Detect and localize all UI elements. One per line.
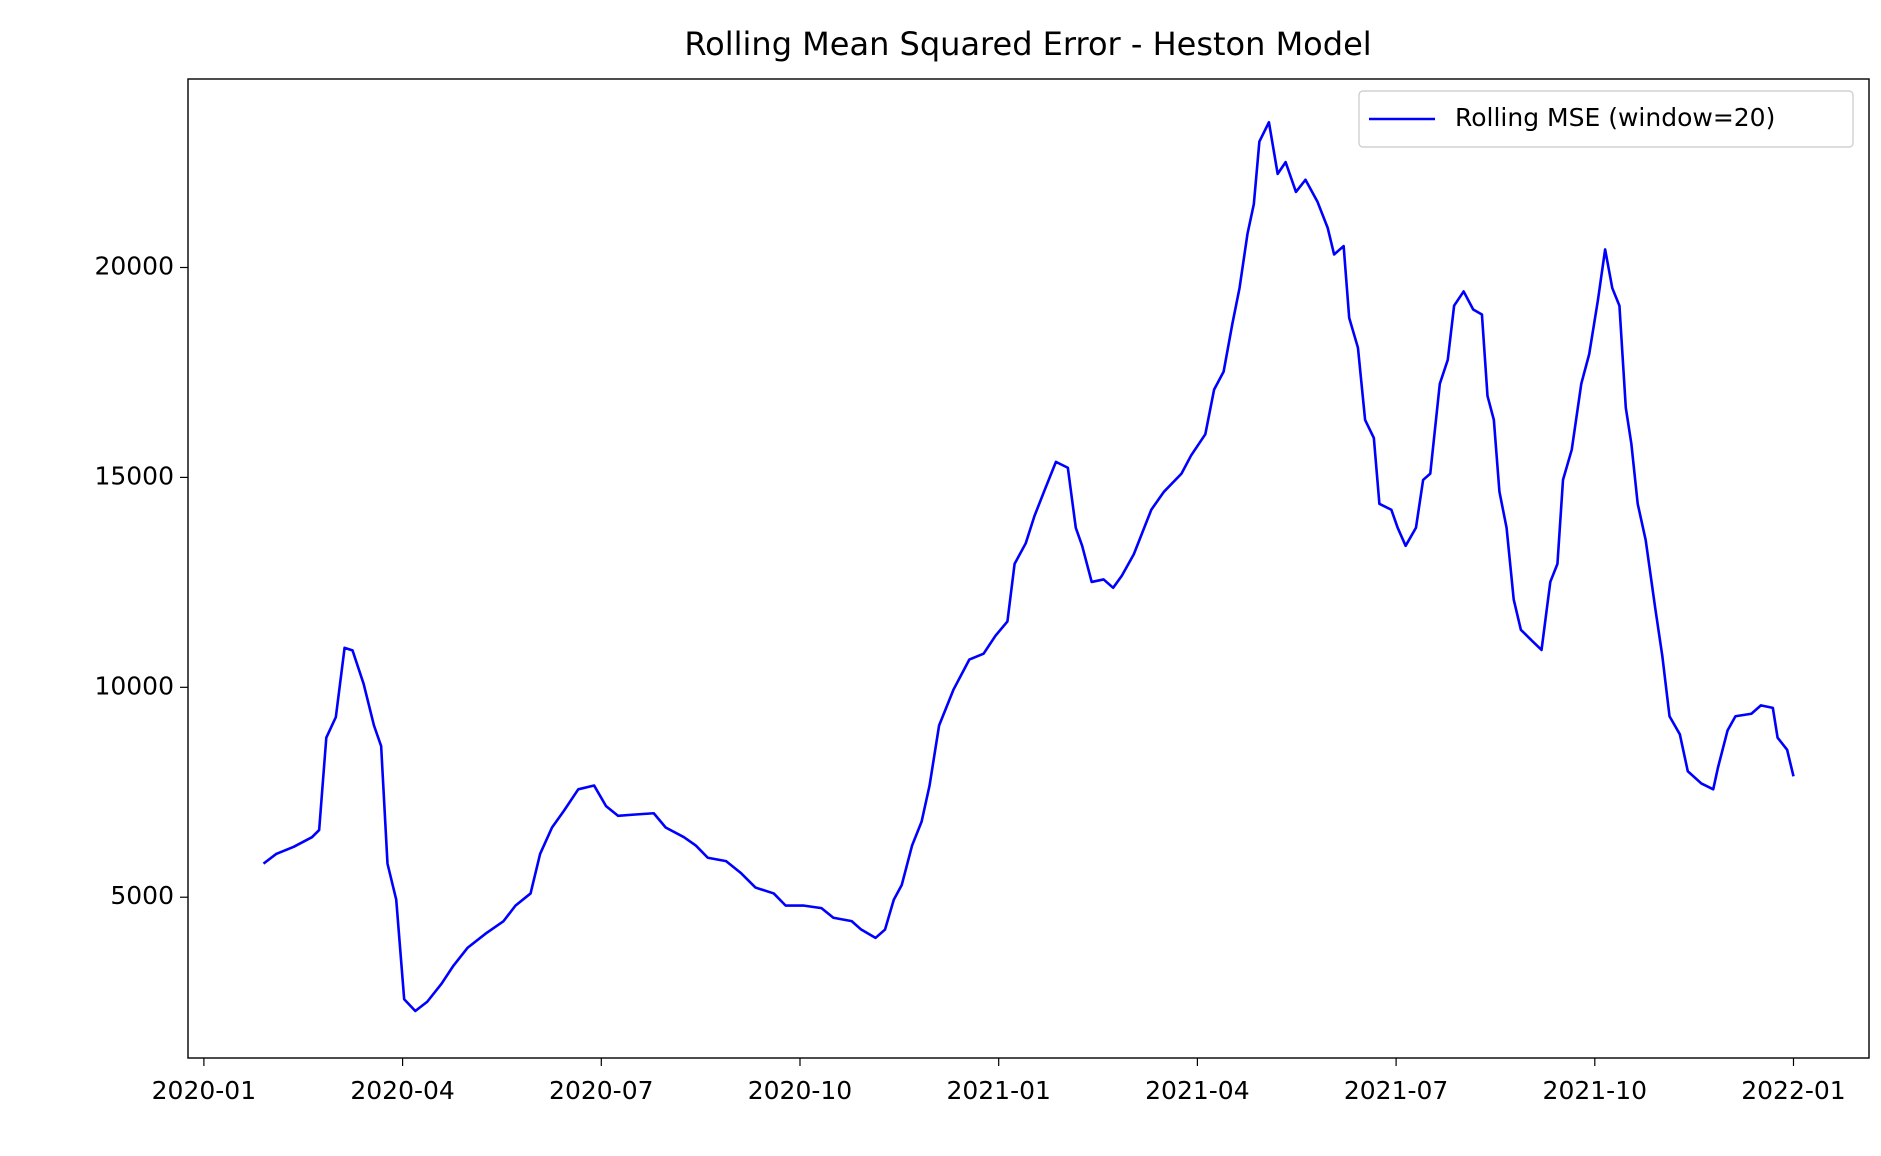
data-line (262, 120, 1795, 1013)
x-tick-label: 2021-04 (1145, 1076, 1249, 1105)
x-tick-label: 2021-10 (1543, 1076, 1647, 1105)
x-tick-label: 2021-07 (1344, 1076, 1448, 1105)
x-tick-label: 2020-10 (748, 1076, 852, 1105)
x-tick-label: 2022-01 (1741, 1076, 1845, 1105)
plot-frame (187, 78, 1870, 1059)
y-tick-label: 10000 (94, 671, 174, 700)
y-tick-label: 20000 (94, 251, 174, 280)
x-tick-label: 2020-07 (549, 1076, 653, 1105)
legend-box (1358, 90, 1854, 148)
legend: Rolling MSE (window=20) (1358, 90, 1854, 148)
x-tick-label: 2021-01 (946, 1076, 1050, 1105)
y-tick-label: 15000 (94, 461, 174, 490)
y-tick-label: 5000 (110, 881, 174, 910)
x-tick-label: 2020-01 (152, 1076, 256, 1105)
legend-label: Rolling MSE (window=20) (1455, 103, 1775, 132)
x-tick-label: 2020-04 (350, 1076, 454, 1105)
chart-title: Rolling Mean Squared Error - Heston Mode… (684, 25, 1371, 63)
